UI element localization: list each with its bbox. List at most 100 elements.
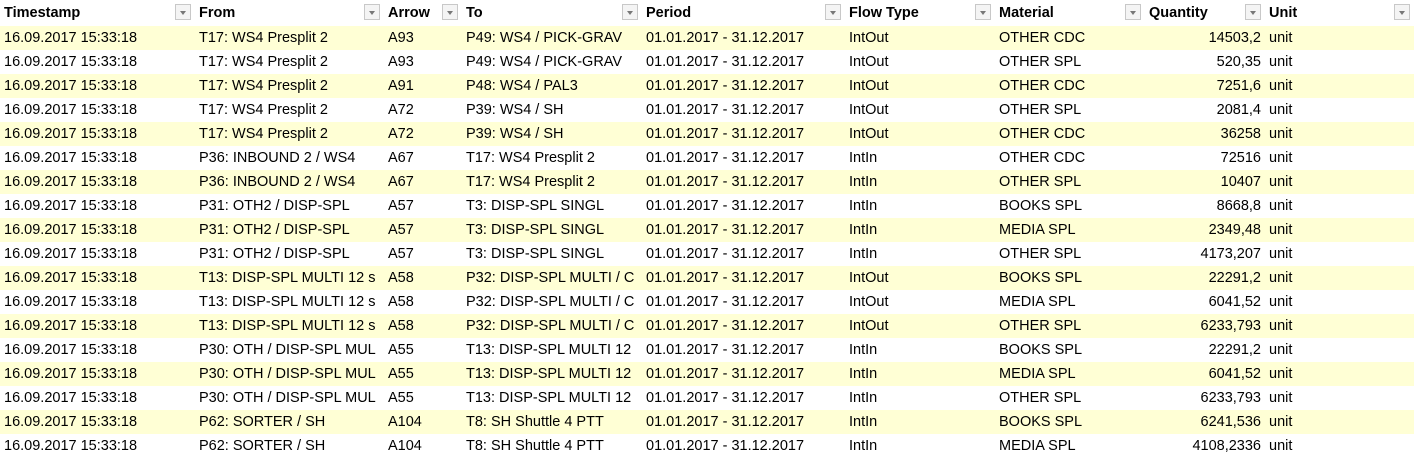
cell-quantity[interactable]: 22291,2 (1145, 266, 1265, 290)
cell-quantity[interactable]: 7251,6 (1145, 74, 1265, 98)
cell-to[interactable]: T13: DISP-SPL MULTI 12 (466, 390, 632, 406)
cell-quantity[interactable]: 36258 (1145, 122, 1265, 146)
cell-material[interactable]: MEDIA SPL (995, 218, 1145, 242)
cell-to[interactable]: T8: SH Shuttle 4 PTT (462, 410, 642, 434)
cell-unit[interactable]: unit (1269, 246, 1293, 262)
cell-flow-type[interactable]: IntIn (849, 150, 878, 166)
cell-arrow[interactable]: A55 (384, 362, 462, 386)
cell-from[interactable]: P62: SORTER / SH (199, 438, 326, 454)
cell-material[interactable]: OTHER SPL (995, 170, 1145, 194)
cell-to[interactable]: P48: WS4 / PAL3 (462, 74, 642, 98)
cell-arrow[interactable]: A55 (388, 342, 414, 358)
cell-flow-type[interactable]: IntIn (849, 198, 878, 214)
cell-material[interactable]: OTHER CDC (995, 122, 1145, 146)
cell-unit[interactable]: unit (1269, 390, 1293, 406)
cell-quantity[interactable]: 6233,793 (1145, 314, 1265, 338)
cell-period[interactable]: 01.01.2017 - 31.12.2017 (642, 26, 845, 50)
filter-dropdown-icon[interactable] (975, 4, 991, 20)
cell-material[interactable]: OTHER SPL (999, 246, 1082, 262)
cell-period[interactable]: 01.01.2017 - 31.12.2017 (642, 218, 845, 242)
cell-flow-type[interactable]: IntIn (845, 218, 995, 242)
cell-from[interactable]: P30: OTH / DISP-SPL MUL (195, 362, 384, 386)
cell-arrow[interactable]: A67 (384, 170, 462, 194)
cell-arrow[interactable]: A57 (388, 246, 414, 262)
cell-material[interactable]: BOOKS SPL (999, 342, 1083, 358)
cell-unit[interactable]: unit (1269, 102, 1293, 118)
cell-arrow[interactable]: A93 (384, 26, 462, 50)
cell-unit[interactable]: unit (1265, 362, 1414, 386)
cell-quantity[interactable]: 2081,4 (1216, 102, 1261, 118)
cell-period[interactable]: 01.01.2017 - 31.12.2017 (642, 122, 845, 146)
cell-to[interactable]: T13: DISP-SPL MULTI 12 (462, 362, 642, 386)
cell-timestamp[interactable]: 16.09.2017 15:33:18 (4, 102, 138, 118)
cell-timestamp[interactable]: 16.09.2017 15:33:18 (0, 410, 195, 434)
cell-timestamp[interactable]: 16.09.2017 15:33:18 (0, 122, 195, 146)
cell-timestamp[interactable]: 16.09.2017 15:33:18 (4, 390, 138, 406)
cell-unit[interactable]: unit (1265, 74, 1414, 98)
cell-to[interactable]: P32: DISP-SPL MULTI / C (462, 314, 642, 338)
cell-period[interactable]: 01.01.2017 - 31.12.2017 (646, 198, 805, 214)
cell-from[interactable]: T17: WS4 Presplit 2 (195, 122, 384, 146)
cell-quantity[interactable]: 14503,2 (1145, 26, 1265, 50)
cell-material[interactable]: OTHER CDC (999, 150, 1086, 166)
cell-arrow[interactable]: A104 (384, 410, 462, 434)
cell-timestamp[interactable]: 16.09.2017 15:33:18 (0, 362, 195, 386)
cell-material[interactable]: OTHER CDC (995, 74, 1145, 98)
cell-to[interactable]: T3: DISP-SPL SINGL (466, 198, 605, 214)
cell-quantity[interactable]: 8668,8 (1216, 198, 1261, 214)
cell-period[interactable]: 01.01.2017 - 31.12.2017 (646, 54, 805, 70)
cell-unit[interactable]: unit (1265, 266, 1414, 290)
cell-timestamp[interactable]: 16.09.2017 15:33:18 (0, 218, 195, 242)
cell-unit[interactable]: unit (1269, 54, 1293, 70)
cell-material[interactable]: OTHER CDC (995, 26, 1145, 50)
cell-flow-type[interactable]: IntIn (849, 390, 878, 406)
cell-material[interactable]: OTHER SPL (995, 314, 1145, 338)
cell-flow-type[interactable]: IntIn (849, 438, 878, 454)
cell-arrow[interactable]: A72 (384, 122, 462, 146)
cell-material[interactable]: BOOKS SPL (995, 266, 1145, 290)
cell-timestamp[interactable]: 16.09.2017 15:33:18 (0, 314, 195, 338)
cell-unit[interactable]: unit (1265, 410, 1414, 434)
cell-flow-type[interactable]: IntOut (849, 54, 889, 70)
cell-to[interactable]: T17: WS4 Presplit 2 (466, 150, 595, 166)
cell-timestamp[interactable]: 16.09.2017 15:33:18 (0, 266, 195, 290)
cell-flow-type[interactable]: IntOut (845, 122, 995, 146)
cell-to[interactable]: P49: WS4 / PICK-GRAV (462, 26, 642, 50)
cell-from[interactable]: T13: DISP-SPL MULTI 12 s (199, 294, 376, 310)
cell-from[interactable]: P30: OTH / DISP-SPL MUL (199, 390, 376, 406)
cell-unit[interactable]: unit (1265, 170, 1414, 194)
cell-quantity[interactable]: 10407 (1145, 170, 1265, 194)
cell-from[interactable]: P31: OTH2 / DISP-SPL (199, 198, 350, 214)
filter-dropdown-icon[interactable] (1394, 4, 1410, 20)
cell-arrow[interactable]: A104 (388, 438, 422, 454)
filter-dropdown-icon[interactable] (1245, 4, 1261, 20)
cell-material[interactable]: OTHER SPL (999, 390, 1082, 406)
cell-timestamp[interactable]: 16.09.2017 15:33:18 (0, 74, 195, 98)
cell-timestamp[interactable]: 16.09.2017 15:33:18 (4, 342, 138, 358)
cell-quantity[interactable]: 4108,2336 (1192, 438, 1261, 454)
cell-material[interactable]: OTHER SPL (999, 54, 1082, 70)
cell-timestamp[interactable]: 16.09.2017 15:33:18 (4, 438, 138, 454)
cell-material[interactable]: MEDIA SPL (999, 438, 1076, 454)
cell-quantity[interactable]: 6041,52 (1145, 362, 1265, 386)
cell-arrow[interactable]: A57 (384, 218, 462, 242)
cell-period[interactable]: 01.01.2017 - 31.12.2017 (646, 102, 805, 118)
cell-unit[interactable]: unit (1265, 314, 1414, 338)
filter-dropdown-icon[interactable] (825, 4, 841, 20)
cell-to[interactable]: T3: DISP-SPL SINGL (462, 218, 642, 242)
cell-from[interactable]: T13: DISP-SPL MULTI 12 s (195, 266, 384, 290)
cell-arrow[interactable]: A57 (388, 198, 414, 214)
cell-from[interactable]: T17: WS4 Presplit 2 (195, 26, 384, 50)
cell-flow-type[interactable]: IntOut (849, 294, 889, 310)
filter-dropdown-icon[interactable] (364, 4, 380, 20)
cell-period[interactable]: 01.01.2017 - 31.12.2017 (646, 390, 805, 406)
cell-arrow[interactable]: A58 (388, 294, 414, 310)
cell-timestamp[interactable]: 16.09.2017 15:33:18 (0, 170, 195, 194)
cell-unit[interactable]: unit (1265, 122, 1414, 146)
cell-from[interactable]: T17: WS4 Presplit 2 (199, 54, 328, 70)
cell-flow-type[interactable]: IntOut (849, 102, 889, 118)
cell-timestamp[interactable]: 16.09.2017 15:33:18 (4, 294, 138, 310)
cell-flow-type[interactable]: IntOut (845, 74, 995, 98)
cell-flow-type[interactable]: IntIn (845, 362, 995, 386)
cell-unit[interactable]: unit (1269, 342, 1293, 358)
